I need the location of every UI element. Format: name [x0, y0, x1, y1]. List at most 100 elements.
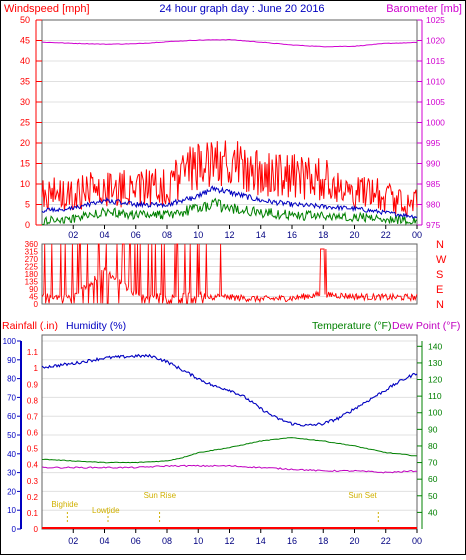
humidity-tick-label: 70	[7, 393, 16, 402]
hour-tick-label: 12	[224, 536, 234, 546]
hour-tick-label: 14	[256, 230, 266, 240]
hour-ticks-top: 02 04 06 08 10 12 14 16 18 20 22 00	[68, 225, 422, 240]
humidity-tick-label: 40	[7, 450, 16, 459]
temperature-tick-label: 110	[428, 391, 442, 401]
wind-series	[41, 38, 418, 226]
compass-label: N	[436, 299, 444, 311]
wind-average-line	[41, 185, 418, 219]
compass-label: S	[436, 269, 443, 281]
temperature-tick-label: 130	[428, 358, 442, 368]
rainfall-axis-title: Rainfall (.in)	[2, 320, 58, 332]
hour-tick-label: 00	[412, 536, 422, 546]
hour-tick-label: 16	[287, 536, 297, 546]
barometer-tick-label: 975	[426, 220, 440, 230]
rainfall-tick-label: 0.1	[27, 509, 39, 518]
temperature-humidity-series	[41, 353, 418, 529]
tide-sun-label: Sun Set	[348, 491, 377, 500]
humidity-tick-label: 20	[7, 487, 16, 496]
rainfall-ticks: 0 0.1 0.2 0.3 0.4 0.5 0.6 0.7 0.8 0.9 1 1.1	[27, 348, 39, 534]
temperature-tick-label: 140	[428, 341, 442, 351]
compass-label: W	[436, 254, 447, 266]
windspeed-tick-label: 35	[20, 77, 30, 87]
humidity-tick-label: 90	[7, 356, 16, 365]
rainfall-tick-label: 0.8	[27, 396, 39, 405]
windspeed-tick-label: 50	[20, 15, 30, 25]
hour-tick-label: 04	[99, 536, 109, 546]
hour-ticks-bottom: 02 04 06 08 10 12 14 16 18 20 22 00	[68, 529, 422, 546]
hour-tick-label: 06	[131, 230, 141, 240]
temperature-tick-label: 50	[428, 491, 438, 501]
hour-tick-label: 14	[256, 536, 266, 546]
direction-frame	[41, 243, 418, 305]
barometer-tick-label: 1010	[426, 77, 445, 87]
dewpoint-line	[41, 464, 417, 474]
rainfall-tick-label: 0.9	[27, 380, 39, 389]
chart-title: 24 hour graph day : June 20 2016	[159, 3, 324, 15]
degree-tick-label: 90	[29, 285, 38, 294]
degree-tick-label: 0	[34, 300, 39, 309]
windspeed-tick-label: 10	[20, 179, 30, 189]
humidity-line	[41, 353, 418, 427]
dewpoint-axis-title: Dew Point (°F)	[392, 320, 460, 332]
windspeed-tick-label: 45	[20, 36, 30, 46]
humidity-tick-label: 30	[7, 469, 16, 478]
windspeed-tick-label: 20	[20, 138, 30, 148]
humidity-tick-label: 60	[7, 412, 16, 421]
hour-tick-label: 20	[349, 536, 359, 546]
windspeed-ticks: 0 5 10 15 20 25 30 35 40 45 50	[20, 15, 42, 230]
hour-tick-label: 08	[162, 536, 172, 546]
hour-tick-label: 04	[99, 230, 109, 240]
degree-tick-label: 135	[25, 278, 39, 287]
windspeed-axis-title: Windspeed [mph]	[4, 3, 90, 15]
rainfall-tick-label: 0	[34, 525, 39, 534]
temperature-tick-label: 100	[428, 408, 442, 418]
tide-sun-label: Sun Rise	[144, 491, 177, 500]
temperature-ticks: 40 50 60 70 80 90 100 110 120 130 140	[417, 341, 442, 529]
tide-sun-label: Bighide	[51, 500, 78, 509]
barometer-tick-label: 1020	[426, 36, 445, 46]
barometer-tick-label: 1000	[426, 118, 445, 128]
degree-tick-label: 270	[25, 255, 39, 264]
hour-tick-label: 08	[162, 230, 172, 240]
hour-tick-label: 22	[381, 230, 391, 240]
temperature-axis-title: Temperature (°F)	[312, 320, 391, 332]
rainfall-tick-label: 0.2	[27, 493, 39, 502]
degree-tick-label: 225	[25, 263, 39, 272]
humidity-ticks: 0 10 20 30 40 50 60 70 80 90 100	[3, 337, 21, 534]
hour-tick-label: 20	[349, 230, 359, 240]
temperature-tick-label: 70	[428, 458, 438, 468]
temperature-tick-label: 40	[428, 507, 438, 517]
barometer-tick-label: 980	[426, 200, 440, 210]
direction-series	[41, 243, 418, 305]
windspeed-tick-label: 30	[20, 97, 30, 107]
rainfall-tick-label: 1	[34, 364, 39, 373]
windspeed-tick-label: 15	[20, 159, 30, 169]
hour-tick-label: 02	[68, 536, 78, 546]
temperature-tick-label: 60	[428, 474, 438, 484]
humidity-tick-label: 10	[7, 506, 16, 515]
hour-tick-label: 00	[412, 230, 422, 240]
hour-tick-label: 06	[131, 536, 141, 546]
temperature-humidity-panel: Rainfall (.in) Humidity (%) Temperature …	[2, 320, 460, 546]
wind-direction-line	[41, 243, 418, 305]
rainfall-tick-label: 0.3	[27, 477, 39, 486]
hour-tick-label: 22	[381, 536, 391, 546]
compass-label: E	[436, 284, 443, 296]
humidity-tick-label: 50	[7, 431, 16, 440]
rainfall-tick-label: 0.6	[27, 429, 39, 438]
tide-sun-markers: Bighide Lowtide Sun Rise Sun Set	[51, 491, 379, 522]
windspeed-tick-label: 25	[20, 118, 30, 128]
temperature-line	[41, 437, 418, 464]
hour-tick-label: 16	[287, 230, 297, 240]
tide-sun-label: Lowtide	[92, 506, 120, 515]
barometer-tick-label: 1025	[426, 15, 445, 25]
barometer-tick-label: 1015	[426, 56, 445, 66]
humidity-tick-label: 0	[12, 525, 17, 534]
windspeed-tick-label: 40	[20, 56, 30, 66]
barometer-tick-label: 1005	[426, 97, 445, 107]
